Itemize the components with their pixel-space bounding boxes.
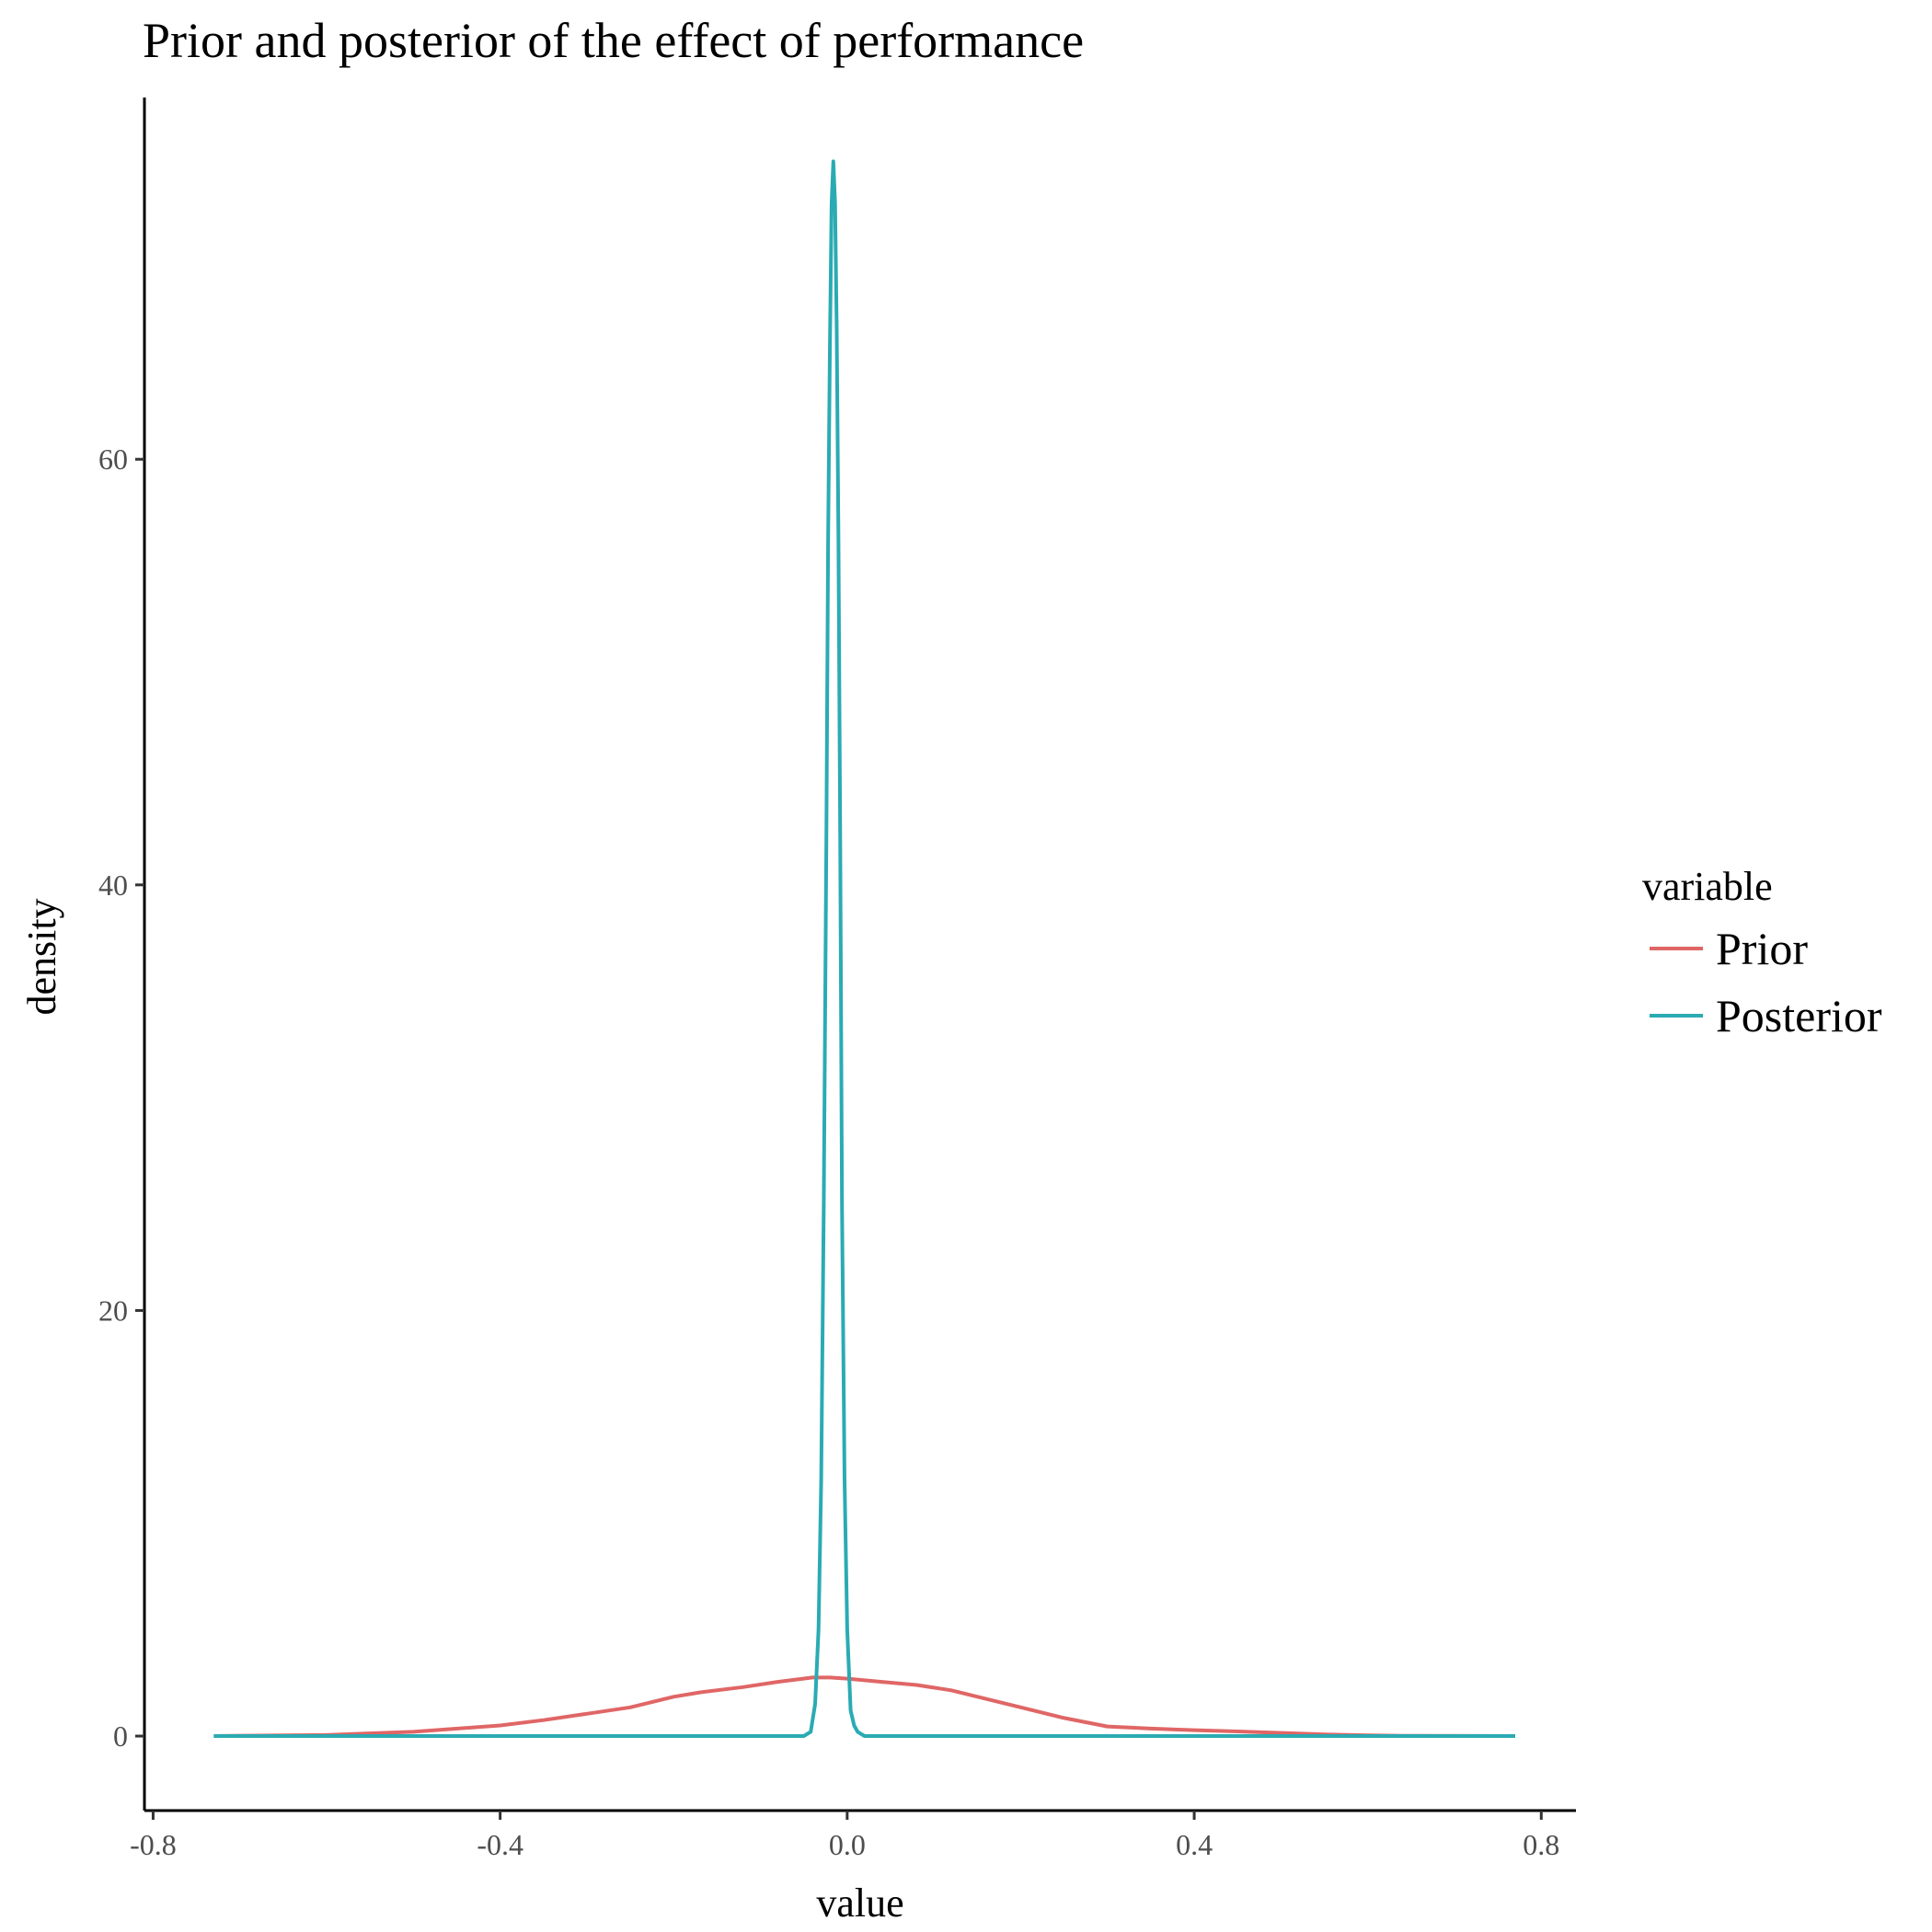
y-axis-title: density <box>19 898 64 1015</box>
x-tick-label: 0.0 <box>829 1828 866 1861</box>
legend-label-prior: Prior <box>1716 923 1808 974</box>
chart-title: Prior and posterior of the effect of per… <box>143 13 1084 68</box>
x-tick-label: -0.8 <box>130 1828 177 1861</box>
y-tick-label: 60 <box>98 443 128 476</box>
x-axis-ticks: -0.8 -0.4 0.0 0.4 0.8 <box>130 1811 1559 1861</box>
x-axis-title: value <box>816 1880 903 1926</box>
plot-lines <box>213 159 1516 1738</box>
legend-label-posterior: Posterior <box>1716 990 1882 1041</box>
y-axis-ticks: 0 20 40 60 <box>98 443 144 1753</box>
y-tick-label: 20 <box>98 1294 128 1327</box>
series-line-prior <box>213 1675 1516 1738</box>
x-tick-label: 0.4 <box>1176 1828 1213 1861</box>
y-tick-label: 0 <box>113 1719 128 1753</box>
legend: variable Prior Posterior <box>1642 864 1882 1041</box>
series-line-posterior <box>213 159 1515 1738</box>
x-tick-label: 0.8 <box>1523 1828 1559 1861</box>
y-tick-label: 40 <box>98 868 128 902</box>
x-tick-label: -0.4 <box>477 1828 523 1861</box>
legend-title: variable <box>1642 864 1773 909</box>
